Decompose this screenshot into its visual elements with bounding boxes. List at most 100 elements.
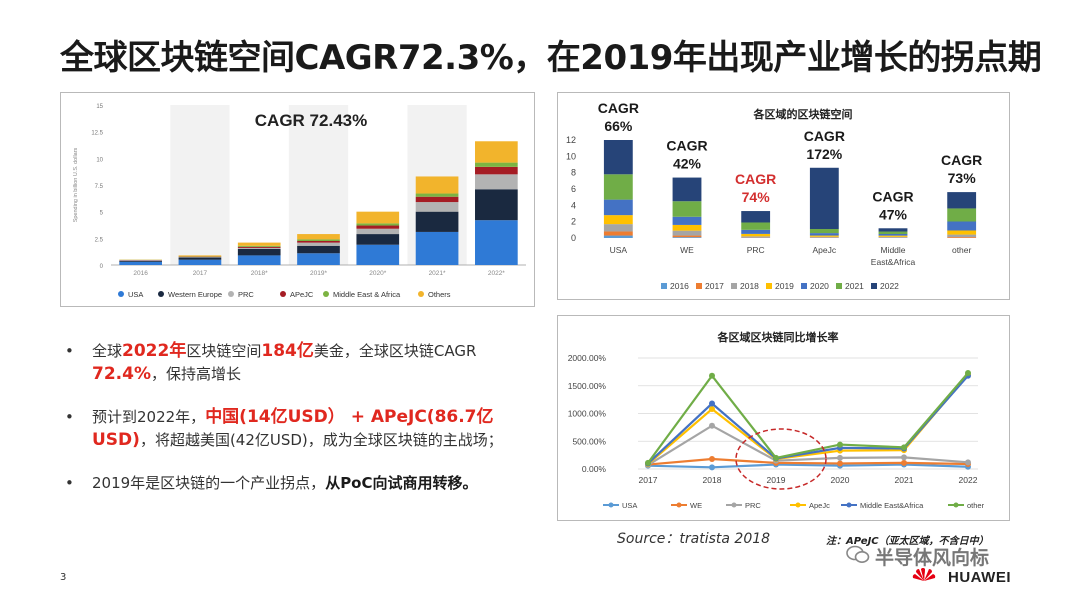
bar-segment <box>475 189 518 221</box>
cagr-value: 73% <box>948 170 977 186</box>
bar-segment <box>178 259 222 265</box>
logo-wordmark: HUAWEI <box>948 569 1011 586</box>
bar-segment <box>475 162 518 167</box>
bar-segment <box>178 255 222 257</box>
x-tick-label: Middle <box>880 245 905 255</box>
bar-segment <box>475 174 518 190</box>
y-axis-label: Spending in billion U.S. dollars <box>73 147 79 222</box>
legend-label: 2019 <box>775 281 794 291</box>
chart-title: 各区域区块链同比增长率 <box>717 330 839 344</box>
bar-segment <box>475 166 518 175</box>
bar-segment <box>475 220 518 265</box>
legend-marker <box>846 502 852 508</box>
cagr-label: CAGR <box>735 171 776 187</box>
bullet-text: 预计到2022年， <box>92 408 206 426</box>
y-tick-label: 0 <box>100 264 104 270</box>
data-point <box>709 464 715 471</box>
bar-segment <box>603 215 633 225</box>
footnote: 注：APeJC（亚太区域，不含日中） <box>826 536 989 547</box>
bullet-item: • 预计到2022年，中国(14亿USD） + APeJC(86.7亿USD)，将… <box>65 406 535 452</box>
bullet-list: • 全球2022年区块链空间184亿美金，全球区块链CAGR 72.4%，保持高增… <box>65 340 535 515</box>
cagr-label: CAGR <box>666 138 707 154</box>
wechat-icon <box>846 545 870 563</box>
y-tick-label: 0.00% <box>582 464 607 474</box>
legend-marker <box>795 502 801 508</box>
legend-marker <box>418 291 424 297</box>
data-point <box>837 441 843 448</box>
x-tick-label: PRC <box>747 245 765 255</box>
bar-segment <box>297 245 340 254</box>
x-tick-label: 2017 <box>639 475 658 485</box>
bullet-text: 区块链空间 <box>186 342 262 360</box>
cagr-value: 47% <box>879 206 908 222</box>
legend-marker <box>801 283 807 289</box>
y-tick-label: 10 <box>96 157 103 163</box>
cagr-value: 172% <box>806 146 842 162</box>
legend-marker <box>118 291 124 297</box>
data-point <box>837 460 843 467</box>
bar-segment <box>119 260 162 261</box>
x-tick-label: 2019* <box>310 270 327 277</box>
bar-segment <box>603 199 633 216</box>
bar-segment <box>878 233 908 236</box>
legend-marker <box>731 283 737 289</box>
y-tick-label: 15 <box>96 104 103 110</box>
x-tick-label: ApeJc <box>813 245 837 255</box>
bar-segment <box>672 177 702 202</box>
x-tick-label: 2018 <box>703 475 722 485</box>
legend-marker <box>228 291 234 297</box>
bar-segment <box>947 234 977 238</box>
bar-segment <box>297 242 340 246</box>
y-tick-label: 0 <box>571 233 576 243</box>
y-tick-label: 2 <box>571 217 576 227</box>
bullet-text: 全球 <box>92 342 123 360</box>
x-tick-label: 2021* <box>429 270 446 277</box>
bar-segment <box>603 174 633 200</box>
legend-label: 2021 <box>845 281 864 291</box>
bar-segment <box>415 176 459 194</box>
data-point <box>901 459 907 466</box>
bar-segment <box>809 236 839 238</box>
y-tick-label: 8 <box>571 168 576 178</box>
global-spending-svg: 0 2.5 5 7.5 10 12.5 15 Spending in billion U.S.… <box>73 104 526 299</box>
legend-marker <box>661 283 667 289</box>
huawei-logo-icon <box>912 568 936 581</box>
x-tick-label: East&Africa <box>871 257 916 267</box>
bar-segment <box>878 228 908 232</box>
data-point <box>709 400 715 407</box>
legend-marker <box>766 283 772 289</box>
inflection-highlight <box>735 428 827 490</box>
series-line <box>647 463 969 469</box>
region-growth-chart: 各区域区块链同比增长率 0.00% 500.00% 1000.00% 1500.00% 2… <box>557 315 1010 521</box>
bullet-text: 美金，全球区块链CAGR <box>313 342 477 360</box>
legend-marker <box>871 283 877 289</box>
slide-title: 全球区块链空间CAGR72.3%，在2019年出现产业增长的拐点期 <box>60 38 1042 78</box>
chart-title: CAGR 72.43% <box>255 111 367 130</box>
bullet-item: • 全球2022年区块链空间184亿美金，全球区块链CAGR 72.4%，保持高增… <box>65 340 535 386</box>
legend-label: USA <box>622 501 637 510</box>
legend-label: 2017 <box>705 281 724 291</box>
bar-segment <box>878 231 908 234</box>
y-tick-label: 12.5 <box>91 131 103 137</box>
legend-label: ApeJc <box>809 501 830 510</box>
legend-marker <box>676 502 682 508</box>
bar-segment <box>297 239 340 241</box>
data-point <box>965 459 971 466</box>
bar-segment <box>356 244 400 265</box>
bar-segment <box>415 211 459 232</box>
bar-segment <box>947 192 977 209</box>
bar-segment <box>878 235 908 237</box>
bar-segment <box>741 236 771 238</box>
bar-segment <box>237 246 281 248</box>
y-tick-label: 10 <box>566 151 576 161</box>
bar-segment <box>415 231 459 265</box>
x-tick-label: 2017 <box>193 270 208 277</box>
bullet-text: 2019年是区块链的一个产业拐点， <box>92 474 326 492</box>
bar-segment <box>672 224 702 231</box>
cagr-label: CAGR <box>598 100 639 116</box>
cagr-label: CAGR <box>941 152 982 168</box>
legend-label: APeJC <box>290 290 314 299</box>
legend-label: Middle East&Africa <box>860 501 924 510</box>
bar-segment <box>237 255 281 265</box>
y-tick-label: 12 <box>566 135 576 145</box>
